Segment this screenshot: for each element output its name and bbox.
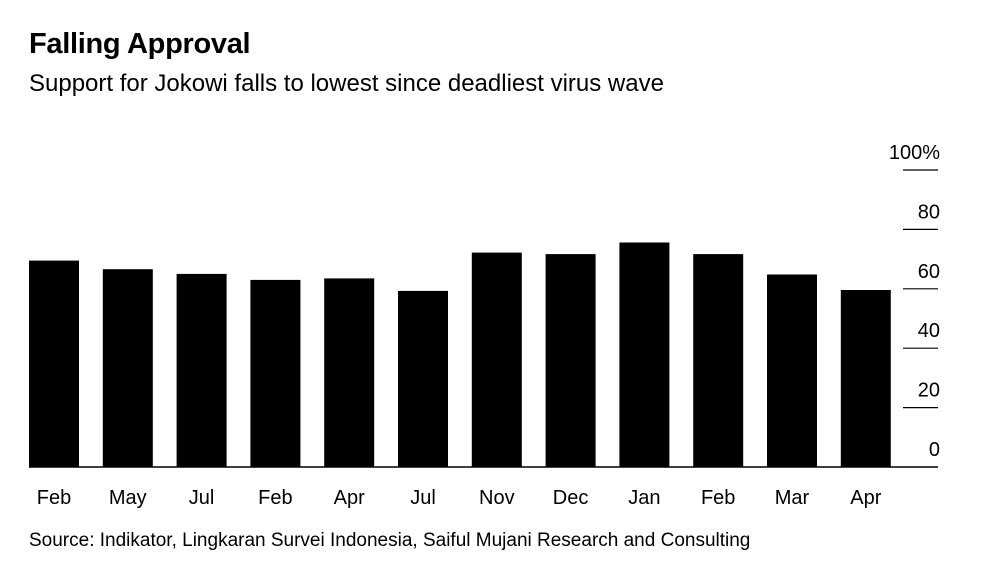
x-tick-label-may-1: May: [109, 487, 147, 509]
y-tick-label-100: 100%: [889, 142, 940, 164]
source-note: Source: Indikator, Lingkaran Survei Indo…: [29, 530, 751, 551]
bar-feb-0: [29, 260, 79, 467]
x-tick-label-jul-2: Jul: [189, 487, 215, 509]
bar-dec-7: [545, 254, 596, 467]
y-tick-label-40: 40: [918, 320, 940, 342]
bar-apr-11: [840, 290, 891, 467]
bar-jan-8: [619, 242, 670, 467]
x-tick-label-apr-4: Apr: [334, 487, 365, 509]
x-tick-label-jan-8: Jan: [628, 487, 660, 509]
bar-may-1: [102, 269, 153, 467]
bar-jul-5: [398, 290, 448, 467]
y-tick-label-20: 20: [918, 380, 940, 402]
bar-feb-3: [250, 279, 301, 467]
chart-subtitle: Support for Jokowi falls to lowest since…: [29, 70, 664, 97]
x-tick-label-jul-5: Jul: [410, 487, 436, 509]
bar-nov-6: [471, 252, 522, 467]
x-tick-label-feb-3: Feb: [258, 487, 292, 509]
x-tick-label-nov-6: Nov: [479, 487, 515, 509]
x-tick-label-dec-7: Dec: [553, 487, 589, 509]
y-tick-label-80: 80: [918, 201, 940, 223]
bar-mar-10: [767, 274, 817, 467]
x-tick-label-feb-0: Feb: [37, 487, 71, 509]
bar-jul-2: [176, 273, 227, 467]
x-tick-label-mar-10: Mar: [775, 487, 810, 509]
bar-apr-4: [324, 278, 375, 467]
bar-feb-9: [693, 254, 744, 467]
y-tick-label-60: 60: [918, 261, 940, 283]
chart-title: Falling Approval: [29, 28, 251, 60]
y-tick-label-0: 0: [929, 439, 940, 461]
x-tick-label-feb-9: Feb: [701, 487, 735, 509]
x-tick-label-apr-11: Apr: [850, 487, 881, 509]
